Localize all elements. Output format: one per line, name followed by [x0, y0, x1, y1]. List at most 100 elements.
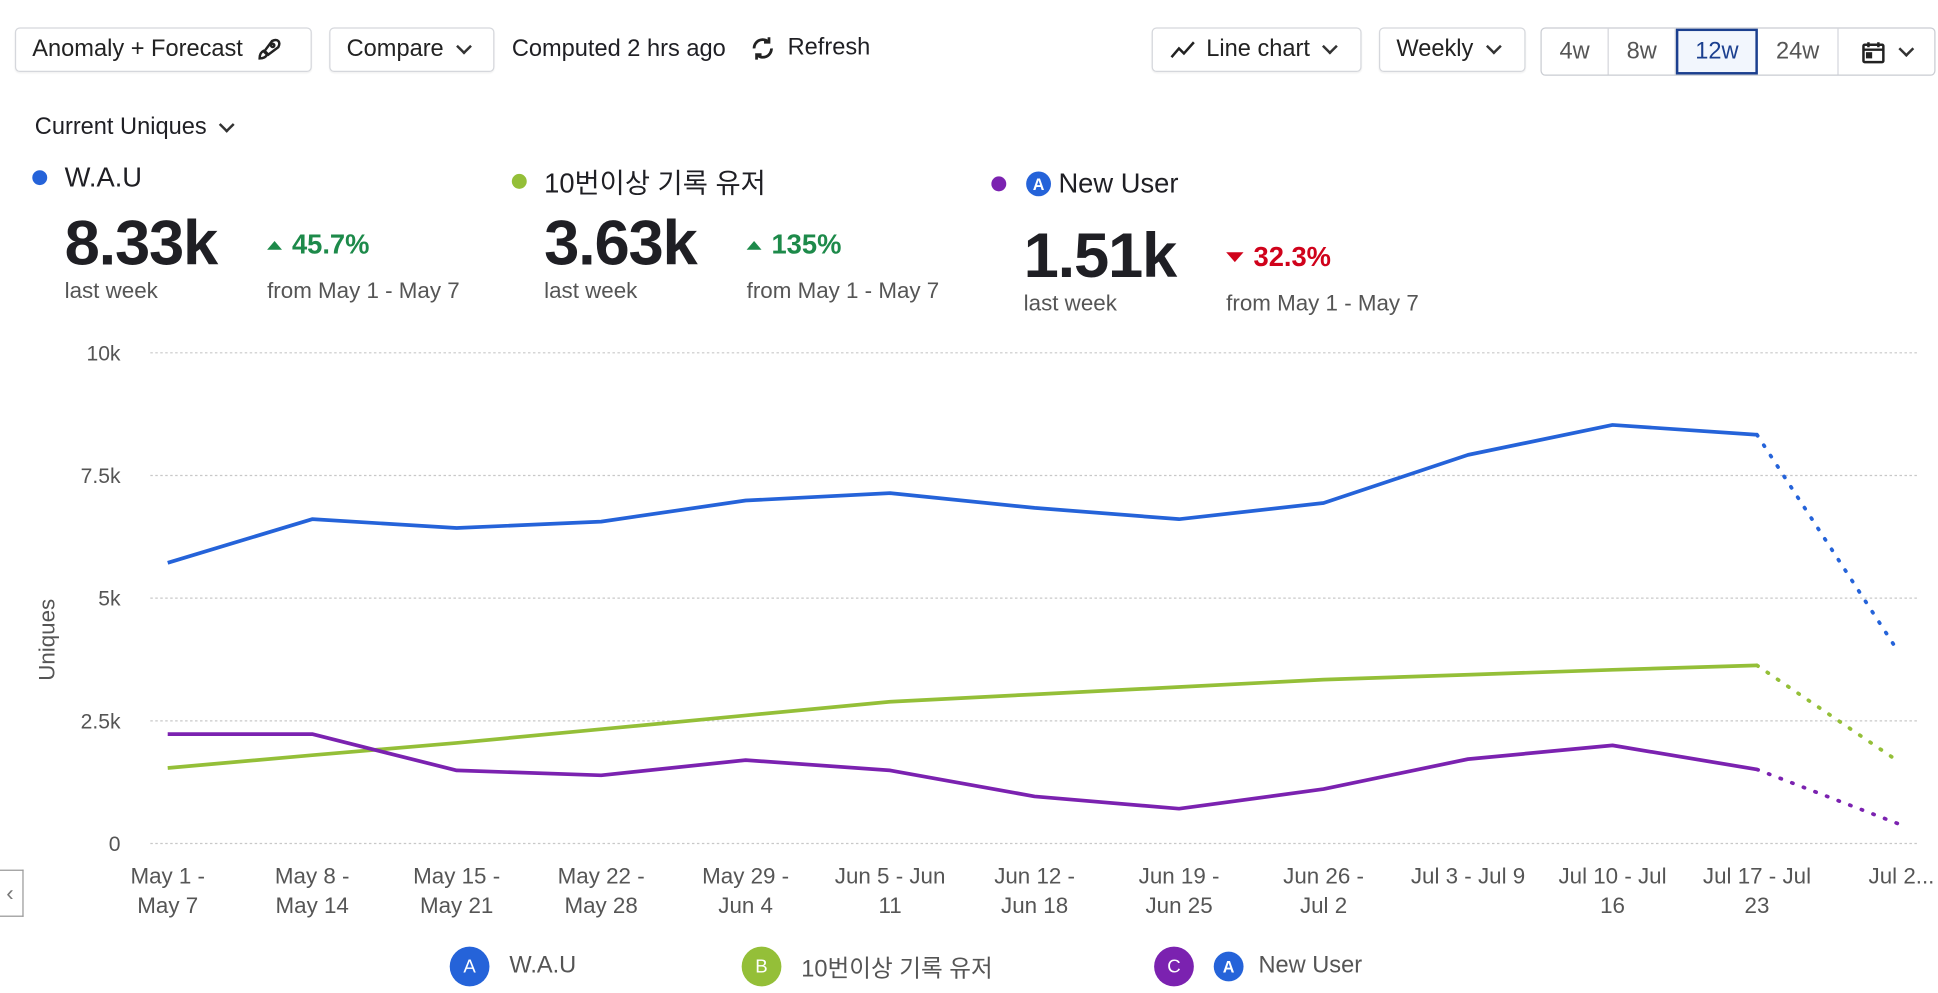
y-axis-label: Uniques — [35, 599, 60, 681]
range-24w[interactable]: 24w — [1758, 28, 1839, 75]
interval-label: Weekly — [1396, 36, 1474, 63]
legend-label: 10번이상 기록 유저 — [801, 955, 993, 983]
scroll-left-button[interactable]: ‹ — [0, 869, 24, 917]
new-user-icon: A — [1026, 171, 1051, 197]
x-tick-label: May 8 - — [275, 863, 350, 888]
series-color-dot — [991, 176, 1007, 192]
range-12w[interactable]: 12w — [1675, 28, 1758, 75]
anomaly-forecast-button[interactable]: Anomaly + Forecast — [14, 27, 312, 73]
legend-label: New User — [1258, 952, 1363, 979]
forecast-line-B — [1755, 663, 1901, 764]
x-tick-label: Jun 12 - — [994, 863, 1075, 888]
date-range-picker[interactable] — [1839, 29, 1935, 75]
chart-type-select[interactable]: Line chart — [1151, 27, 1362, 73]
range-selector: 4w 8w 12w 24w — [1540, 27, 1936, 76]
legend-item-wau[interactable]: A W.A.U — [449, 946, 577, 987]
refresh-label: Refresh — [787, 34, 871, 61]
y-tick-label: 10k — [86, 342, 120, 365]
x-tick-label: Jul 2 — [1300, 893, 1347, 918]
legend-label: W.A.U — [509, 952, 577, 979]
chevron-down-icon — [1898, 40, 1915, 57]
anomaly-forecast-label: Anomaly + Forecast — [32, 36, 243, 63]
line-chart: Uniques 0 2.5k 5k 7.5k 10k May 1 - May 7 May 8 … — [35, 342, 1935, 918]
series-color-dot — [32, 170, 48, 186]
x-tick-label: May 29 - — [702, 863, 789, 888]
metric-period: last week — [1023, 290, 1117, 316]
chart-type-label: Line chart — [1206, 36, 1310, 63]
chevron-down-icon — [1485, 38, 1502, 55]
metric-selector[interactable]: Current Uniques — [34, 114, 236, 141]
chevron-down-icon — [1322, 38, 1339, 55]
forecast-line-C — [1755, 767, 1901, 826]
metric-period: last week — [64, 278, 158, 304]
series-badge: B — [741, 946, 782, 987]
x-tick-label: 11 — [879, 893, 902, 918]
chevron-down-icon — [219, 116, 236, 133]
x-tick-label: Jun 4 — [718, 893, 773, 918]
calendar-icon — [1862, 41, 1885, 63]
range-8w[interactable]: 8w — [1609, 28, 1676, 75]
series-color-dot — [511, 173, 527, 189]
x-tick-label: Jun 18 — [1001, 893, 1068, 918]
new-user-icon: A — [1213, 951, 1244, 982]
x-tick-label: Jul 17 - Jul — [1703, 863, 1811, 888]
legend-item-new-user[interactable]: C A New User — [1154, 946, 1363, 987]
arrow-up-icon — [746, 240, 762, 250]
x-tick-label: May 1 - — [130, 863, 205, 888]
compare-button[interactable]: Compare — [329, 27, 495, 73]
chevron-down-icon — [456, 38, 473, 55]
metric-card-10plus: 10번이상 기록 유저 3.63k last week 135% from Ma… — [511, 162, 939, 303]
x-tick-label: May 21 — [420, 893, 493, 918]
x-tick-label: Jul 3 - Jul 9 — [1411, 863, 1525, 888]
range-4w[interactable]: 4w — [1542, 28, 1609, 75]
line-chart-icon — [1170, 41, 1195, 58]
metric-name: New User — [1058, 167, 1179, 199]
series-line-B[interactable] — [167, 663, 1758, 770]
x-tick-label: Jun 25 — [1146, 893, 1213, 918]
metric-value: 8.33k — [64, 207, 219, 279]
x-tick-label: Jul 2... — [1869, 863, 1935, 888]
interval-select[interactable]: Weekly — [1378, 27, 1526, 73]
x-tick-label: Jun 19 - — [1139, 863, 1220, 888]
x-tick-label: Jun 5 - Jun — [835, 863, 946, 888]
metric-period: last week — [544, 278, 638, 304]
x-tick-label: Jun 26 - — [1283, 863, 1364, 888]
metric-change: 32.3% — [1253, 241, 1331, 273]
metric-compare: from May 1 - May 7 — [1226, 290, 1419, 316]
metric-selector-label: Current Uniques — [34, 114, 207, 141]
arrow-down-icon — [1226, 252, 1244, 263]
y-tick-label: 5k — [98, 588, 121, 611]
series-line-C[interactable] — [167, 732, 1758, 811]
metric-change: 135% — [771, 228, 842, 260]
x-tick-label: Jul 10 - Jul — [1558, 863, 1666, 888]
forecast-line-A — [1755, 432, 1901, 655]
compare-label: Compare — [346, 36, 444, 63]
metric-compare: from May 1 - May 7 — [267, 278, 460, 304]
refresh-icon — [752, 37, 773, 60]
x-tick-label: May 22 - — [558, 863, 645, 888]
series-badge: A — [449, 946, 490, 987]
metric-name: W.A.U — [64, 161, 143, 193]
y-tick-label: 0 — [109, 833, 121, 856]
x-tick-label: 23 — [1745, 893, 1770, 918]
metric-compare: from May 1 - May 7 — [746, 278, 940, 304]
x-tick-label: May 28 — [564, 893, 637, 918]
x-tick-label: May 15 - — [413, 863, 500, 888]
series-line-A[interactable] — [167, 423, 1758, 565]
metric-card-wau: W.A.U 8.33k last week 45.7% from May 1 -… — [32, 161, 460, 303]
arrow-up-icon — [267, 240, 283, 250]
x-tick-label: May 14 — [276, 893, 349, 918]
metric-value: 1.51k — [1023, 219, 1178, 291]
y-tick-label: 7.5k — [81, 465, 121, 488]
x-tick-label: 16 — [1600, 893, 1625, 918]
legend-item-10plus[interactable]: B 10번이상 기록 유저 — [741, 946, 993, 987]
computed-status: Computed 2 hrs ago — [511, 36, 726, 63]
metric-change: 45.7% — [291, 228, 370, 260]
metric-card-new-user: A New User 1.51k last week 32.3% from May… — [991, 167, 1419, 316]
metric-value: 3.63k — [544, 207, 698, 279]
refresh-button[interactable]: Refresh — [748, 34, 870, 64]
metric-name: 10번이상 기록 유저 — [544, 167, 766, 199]
series-badge: C — [1154, 946, 1194, 987]
y-tick-label: 2.5k — [81, 710, 121, 733]
x-tick-label: May 7 — [137, 893, 198, 918]
